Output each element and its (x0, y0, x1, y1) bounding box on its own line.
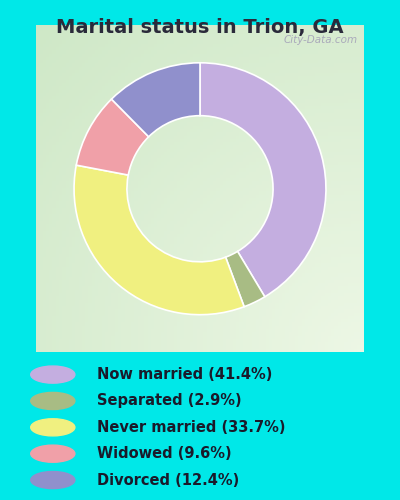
Circle shape (31, 472, 75, 488)
Text: Separated (2.9%): Separated (2.9%) (97, 394, 242, 408)
Text: Never married (33.7%): Never married (33.7%) (97, 420, 286, 435)
Text: Marital status in Trion, GA: Marital status in Trion, GA (56, 18, 344, 36)
Circle shape (31, 419, 75, 436)
Circle shape (31, 366, 75, 383)
Text: Widowed (9.6%): Widowed (9.6%) (97, 446, 232, 461)
Wedge shape (76, 99, 149, 175)
Text: City-Data.com: City-Data.com (283, 35, 357, 45)
Wedge shape (226, 252, 265, 306)
Circle shape (31, 392, 75, 409)
Wedge shape (200, 63, 326, 297)
Circle shape (31, 445, 75, 462)
Text: Divorced (12.4%): Divorced (12.4%) (97, 472, 239, 488)
Text: Now married (41.4%): Now married (41.4%) (97, 367, 272, 382)
Wedge shape (74, 165, 244, 314)
Wedge shape (112, 63, 200, 137)
